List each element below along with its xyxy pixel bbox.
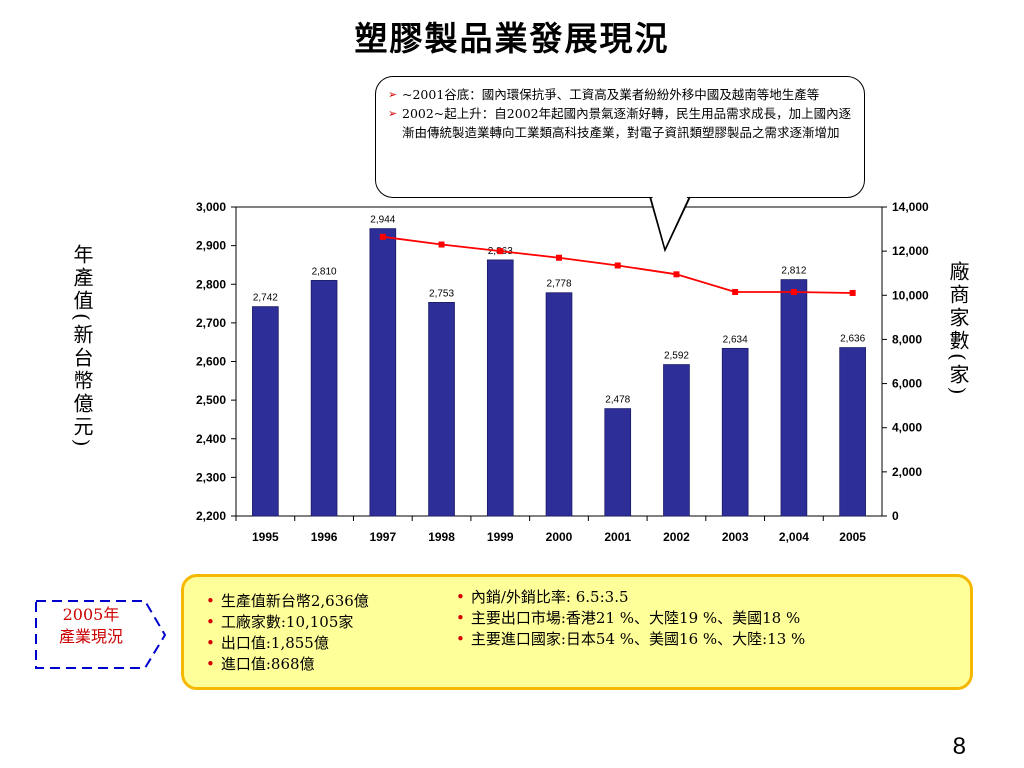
left-tick-label: 2,200 [196,509,226,523]
summary-right-list: 內銷/外銷比率: 6.5:3.5 主要出口市場:香港21 %、大陸19 %、美國… [456,587,805,650]
left-axis-title: 年產值(新台幣億元) [70,244,94,450]
bar [721,347,749,517]
x-tick-label: 2000 [546,530,573,544]
bar [839,347,866,517]
x-tick-label: 1999 [487,530,514,544]
arrow-bullet-icon: ➢ [388,88,398,101]
left-tick-label: 2,800 [196,277,226,291]
x-tick-label: 1995 [252,530,279,544]
left-tick-label: 3,000 [196,200,226,214]
summary-left-list: 生產值新台幣2,636億 工廠家數:10,105家 出口值:1,855億 進口值… [206,591,369,675]
bar-value-label: 2,592 [664,351,689,362]
line-point [556,254,562,261]
list-item: 主要出口市場:香港21 %、大陸19 %、美國18 % [456,608,805,629]
bar [310,279,338,517]
line-point [497,248,504,255]
summary-box: 生產值新台幣2,636億 工廠家數:10,105家 出口值:1,855億 進口值… [181,574,973,690]
bar [252,306,279,517]
callout-item: ➢ 2002~起上升：自2002年起國內景氣逐漸好轉，民生用品需求成長，加上國內… [388,106,852,140]
line-point [438,241,445,248]
bar-value-label: 2,636 [840,334,865,345]
tag-label: 2005年 產業現況 [58,605,123,646]
bar [780,279,808,517]
line-point [790,288,797,295]
left-tick-label: 2,300 [196,470,226,484]
bar-value-label: 2,753 [429,288,454,299]
x-tick-label: 2002 [663,530,690,544]
right-tick-label: 4,000 [892,421,922,435]
x-tick-label: 1998 [428,530,455,544]
arrow-bullet-icon: ➢ [388,107,398,120]
callout-box: ➢ ~2001谷底：國內環保抗爭、工資高及業者紛紛外移中國及越南等地生產等 ➢ … [375,76,865,198]
x-tick-label: 2,004 [779,530,809,544]
right-tick-label: 2,000 [892,465,922,479]
x-tick-label: 1996 [311,530,338,544]
bar-value-label: 2,634 [723,334,748,345]
line-point [379,233,386,240]
bar [369,228,397,517]
list-item: 出口值:1,855億 [206,633,369,654]
right-axis-title: 廠商家數(家) [946,260,970,398]
left-tick-label: 2,700 [196,316,226,330]
right-tick-label: 14,000 [892,200,929,214]
bar-value-label: 2,778 [546,279,571,290]
right-tick-label: 0 [892,509,899,523]
left-tick-label: 2,500 [196,393,226,407]
bar-value-label: 2,478 [605,395,630,406]
bar [486,259,514,517]
bar [428,302,455,517]
bar-value-label: 2,812 [781,266,806,277]
list-item: 進口值:868億 [206,654,369,675]
left-tick-label: 2,600 [196,355,226,369]
bar [604,408,632,517]
left-tick-label: 2,900 [196,239,226,253]
right-tick-label: 12,000 [892,244,929,258]
bar-value-label: 2,944 [370,215,395,226]
bar [663,364,690,517]
list-item: 工廠家數:10,105家 [206,612,369,633]
list-item: 內銷/外銷比率: 6.5:3.5 [456,587,805,608]
x-tick-label: 2003 [722,530,749,544]
callout-item: ➢ ~2001谷底：國內環保抗爭、工資高及業者紛紛外移中國及越南等地生產等 [388,87,820,102]
list-item: 生產值新台幣2,636億 [206,591,369,612]
right-tick-label: 10,000 [892,288,929,302]
left-tick-label: 2,400 [196,432,226,446]
line-point [849,289,856,296]
bar-value-label: 2,742 [253,293,278,304]
x-tick-label: 2005 [839,530,866,544]
x-tick-label: 2001 [604,530,631,544]
line-point [732,288,739,295]
bar [545,292,573,517]
page-title: 塑膠製品業發展現況 [354,19,670,58]
line-point [614,262,621,269]
x-tick-label: 1997 [369,530,396,544]
list-item: 主要進口國家:日本54 %、美國16 %、大陸:13 % [456,629,805,650]
line-point [673,271,680,278]
right-tick-label: 6,000 [892,377,922,391]
bar-value-label: 2,810 [312,266,337,277]
page-number: 8 [952,733,966,760]
right-tick-label: 8,000 [892,332,922,346]
